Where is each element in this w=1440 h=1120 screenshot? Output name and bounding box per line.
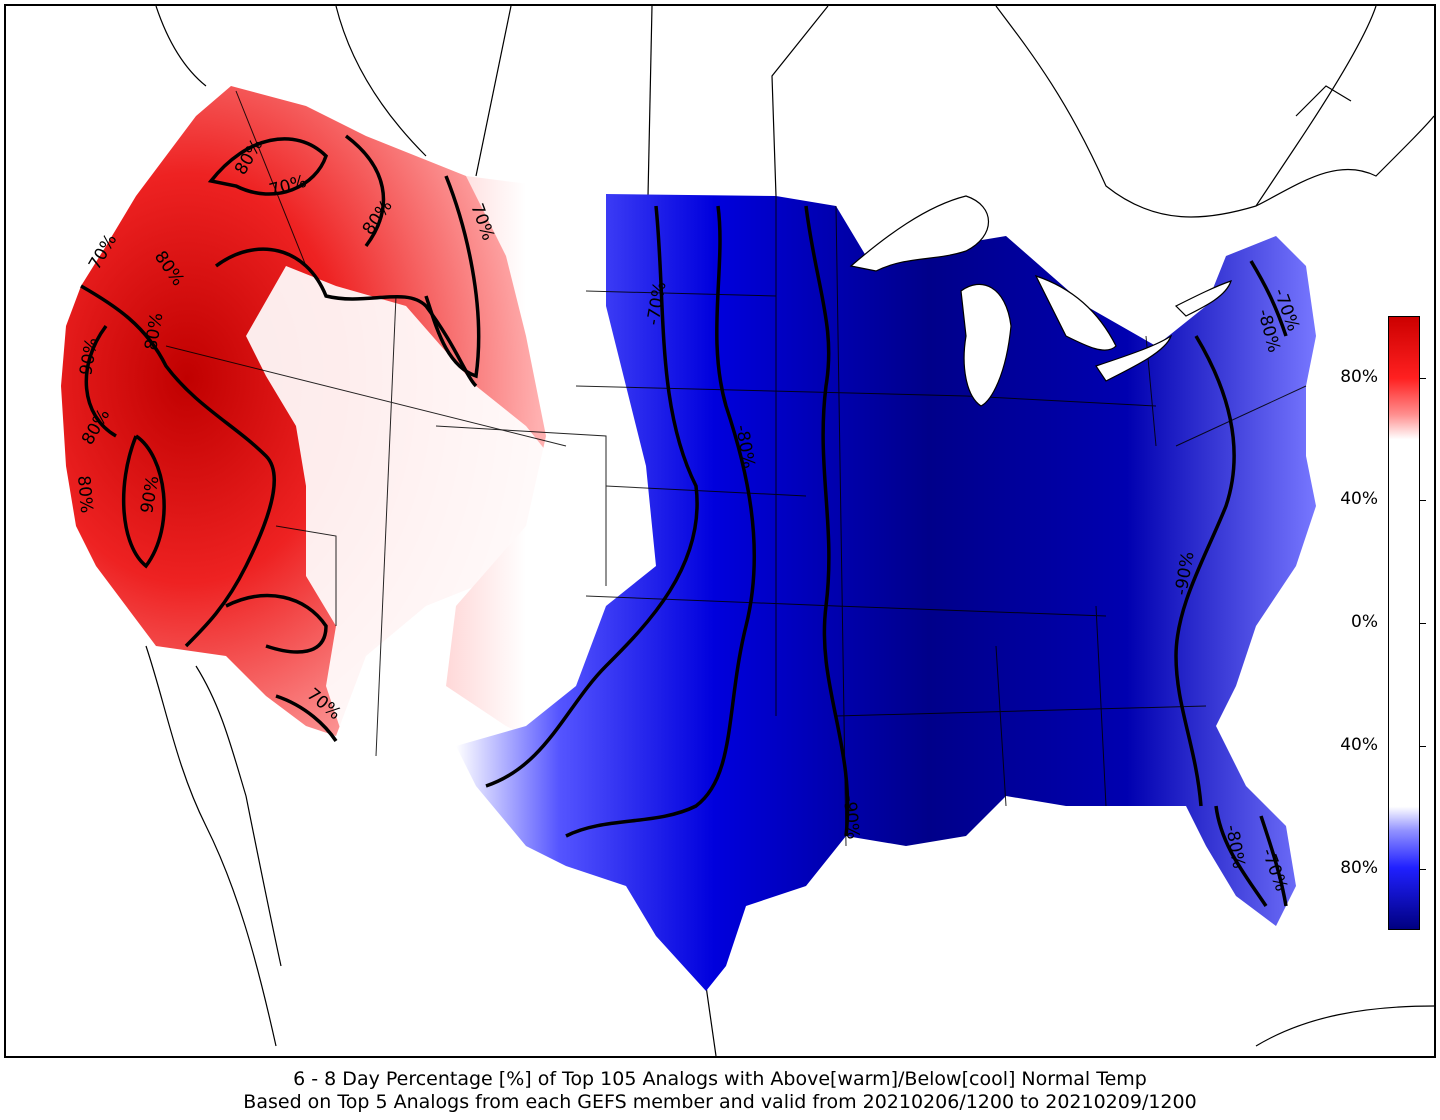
caption-line-2: Based on Top 5 Analogs from each GEFS me… — [243, 1091, 1197, 1113]
colorbar-tick — [1420, 623, 1426, 624]
contour-lines — [80, 134, 1288, 907]
colorbar-tick — [1420, 746, 1426, 747]
analog-temperature-map: 80% 70% 80% 70% 70% 80% 80% 90% 80% 80% … — [61, 6, 1434, 1056]
map-caption: 6 - 8 Day Percentage [%] of Top 105 Anal… — [0, 1068, 1440, 1114]
colorbar-label: 40% — [1340, 489, 1378, 509]
colorbar-label: 80% — [1340, 367, 1378, 387]
colorbar-label: 40% — [1340, 735, 1378, 755]
contour-label: -90% — [839, 795, 863, 840]
colorbar-tick — [1420, 378, 1426, 379]
great-lakes — [849, 195, 1232, 407]
cool-anomaly-region — [456, 194, 1316, 991]
colorbar — [1388, 316, 1420, 930]
colorbar-tick — [1420, 500, 1426, 501]
state-borders — [165, 90, 1307, 847]
colorbar-tick — [1420, 869, 1426, 870]
neutral-light-band — [446, 176, 606, 746]
contour-label: 80% — [73, 475, 96, 514]
coastline-borders — [145, 6, 1434, 1056]
colorbar-label: 0% — [1351, 612, 1378, 632]
map-frame: 80% 70% 80% 70% 70% 80% 80% 90% 80% 80% … — [4, 4, 1436, 1058]
colorbar-label: 80% — [1340, 858, 1378, 878]
caption-line-1: 6 - 8 Day Percentage [%] of Top 105 Anal… — [293, 1068, 1147, 1090]
